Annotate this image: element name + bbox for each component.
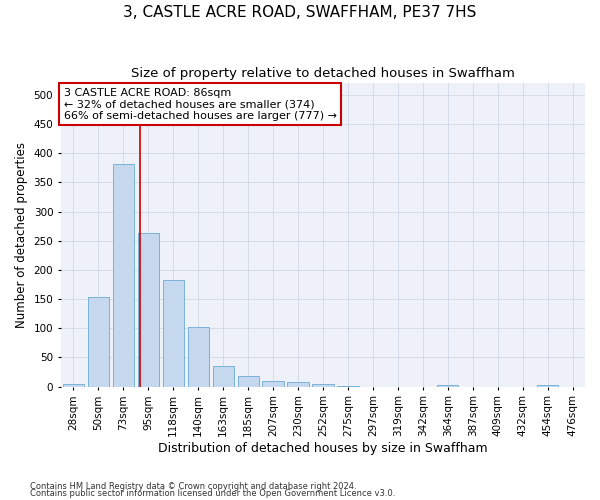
- Bar: [88, 297, 109, 386]
- Bar: [537, 385, 558, 386]
- Bar: [287, 382, 308, 386]
- Bar: [163, 280, 184, 386]
- Bar: [212, 366, 234, 386]
- Text: Contains public sector information licensed under the Open Government Licence v3: Contains public sector information licen…: [30, 490, 395, 498]
- Bar: [238, 376, 259, 386]
- Bar: [313, 384, 334, 386]
- Bar: [437, 385, 458, 386]
- X-axis label: Distribution of detached houses by size in Swaffham: Distribution of detached houses by size …: [158, 442, 488, 455]
- Bar: [113, 164, 134, 386]
- Bar: [137, 233, 159, 386]
- Y-axis label: Number of detached properties: Number of detached properties: [15, 142, 28, 328]
- Bar: [63, 384, 84, 386]
- Text: Contains HM Land Registry data © Crown copyright and database right 2024.: Contains HM Land Registry data © Crown c…: [30, 482, 356, 491]
- Text: 3, CASTLE ACRE ROAD, SWAFFHAM, PE37 7HS: 3, CASTLE ACRE ROAD, SWAFFHAM, PE37 7HS: [124, 5, 476, 20]
- Bar: [262, 381, 284, 386]
- Text: 3 CASTLE ACRE ROAD: 86sqm
← 32% of detached houses are smaller (374)
66% of semi: 3 CASTLE ACRE ROAD: 86sqm ← 32% of detac…: [64, 88, 337, 121]
- Title: Size of property relative to detached houses in Swaffham: Size of property relative to detached ho…: [131, 68, 515, 80]
- Bar: [188, 326, 209, 386]
